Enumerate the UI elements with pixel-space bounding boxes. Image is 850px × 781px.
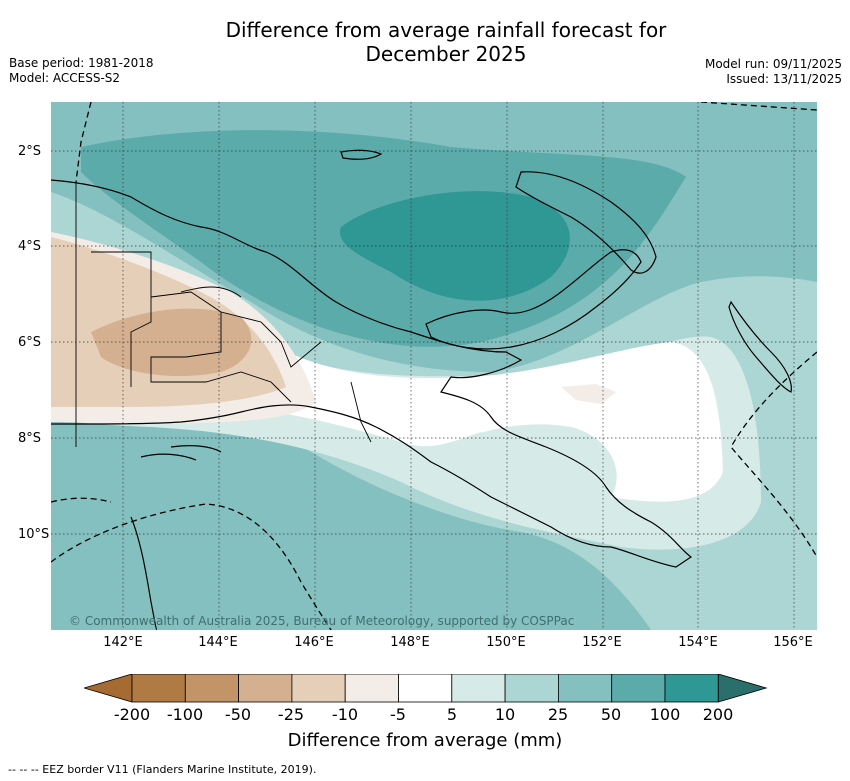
cb-tick-11: 200 — [702, 705, 734, 724]
lon-tick-156e: 156°E — [773, 635, 813, 650]
manus-coast — [340, 149, 383, 160]
title-line-2: December 2025 — [365, 42, 527, 66]
cb-tick-2: -50 — [224, 705, 252, 724]
colorbar-label: Difference from average (mm) — [287, 730, 563, 751]
colorbar-extend-low — [84, 674, 133, 703]
lon-tick-142e: 142°E — [103, 635, 143, 650]
colorbar-segment-6 — [451, 674, 506, 703]
colorbar-segment-8 — [557, 674, 613, 703]
lat-tick-8s: 8°S — [18, 431, 42, 446]
cb-tick-8: 25 — [547, 705, 569, 724]
new-ireland-coast — [515, 171, 657, 274]
map-panel: © Commonwealth of Australia 2025, Bureau… — [51, 102, 817, 630]
lat-tick-2s: 2°S — [18, 144, 42, 159]
cb-tick-3: -25 — [277, 705, 305, 724]
lon-tick-146e: 146°E — [294, 635, 334, 650]
lon-tick-150e: 150°E — [486, 635, 526, 650]
torres-strait-islands — [140, 445, 222, 461]
colorbar-segment-4 — [344, 674, 399, 703]
lat-tick-10s: 10°S — [18, 527, 50, 542]
cape-york-coast — [130, 516, 158, 630]
bougainville-coast — [728, 300, 792, 393]
eez-border — [51, 102, 817, 630]
lon-tick-154e: 154°E — [678, 635, 718, 650]
issued-text: Issued: 13/11/2025 — [726, 72, 842, 86]
anomaly-band-5-10-island — [449, 424, 617, 503]
lon-tick-152e: 152°E — [582, 635, 622, 650]
lon-tick-144e: 144°E — [198, 635, 238, 650]
cb-tick-5: -5 — [390, 705, 406, 724]
copyright-text: © Commonwealth of Australia 2025, Bureau… — [69, 614, 575, 628]
cb-tick-7: 10 — [494, 705, 516, 724]
chart-title: Difference from average rainfall forecas… — [170, 18, 722, 66]
model-run-text: Model run: 09/11/2025 — [704, 57, 842, 71]
cb-tick-10: 100 — [649, 705, 681, 724]
cb-tick-1: -100 — [166, 705, 204, 724]
colorbar — [84, 674, 768, 703]
colorbar-segment-7 — [504, 674, 559, 703]
lon-tick-148e: 148°E — [390, 635, 430, 650]
colorbar-segment-3 — [291, 674, 346, 703]
cb-tick-6: 5 — [446, 705, 458, 724]
colorbar-segment-9 — [611, 674, 666, 703]
new-britain-coast — [425, 249, 642, 350]
anomaly-small-dry-patch — [561, 384, 616, 404]
meta-right: Model run: 09/11/2025 Issued: 13/11/2025 — [705, 57, 842, 87]
province-borders — [75, 182, 372, 447]
colorbar-segment-5 — [398, 674, 453, 703]
graticule — [51, 102, 817, 630]
colorbar-segment-2 — [238, 674, 293, 703]
lat-tick-4s: 4°S — [18, 239, 42, 254]
model-text: Model: ACCESS-S2 — [9, 71, 121, 85]
lat-tick-6s: 6°S — [18, 335, 42, 350]
cb-tick-9: 50 — [600, 705, 622, 724]
eez-footnote: -- -- -- EEZ border V11 (Flanders Marine… — [8, 763, 317, 776]
colorbar-segment-10 — [664, 674, 719, 703]
title-line-1: Difference from average rainfall forecas… — [225, 18, 667, 42]
cb-tick-4: -10 — [331, 705, 359, 724]
base-period-text: Base period: 1981-2018 — [9, 56, 154, 70]
meta-left: Base period: 1981-2018 Model: ACCESS-S2 — [9, 56, 154, 86]
colorbar-segment-1 — [184, 674, 240, 703]
colorbar-extend-high — [717, 674, 768, 703]
colorbar-segment-0 — [131, 674, 186, 703]
rainfall-anomaly-map — [51, 102, 817, 630]
anomaly-band-100-200 — [340, 191, 570, 301]
cb-tick-0: -200 — [113, 705, 151, 724]
coastlines — [51, 149, 792, 630]
new-guinea-coast — [51, 179, 693, 568]
